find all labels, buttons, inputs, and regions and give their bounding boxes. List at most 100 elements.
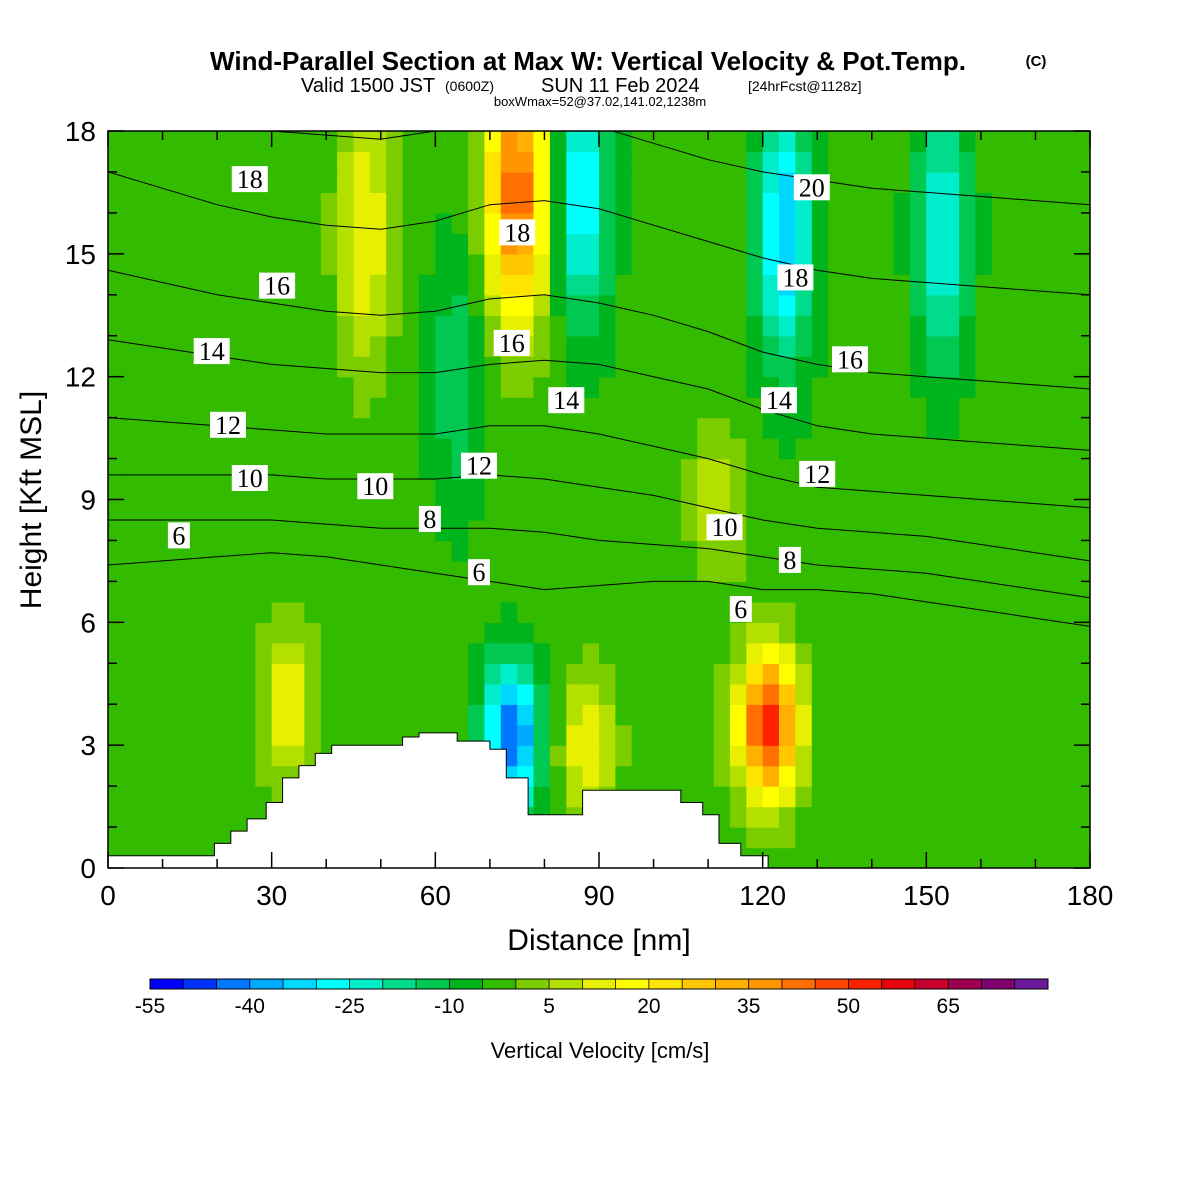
velocity-cell — [893, 520, 911, 542]
velocity-cell — [435, 479, 453, 501]
velocity-cell — [664, 274, 682, 296]
velocity-cell — [860, 253, 878, 275]
velocity-cell — [942, 704, 960, 726]
velocity-cell — [1008, 642, 1026, 664]
velocity-cell — [1073, 151, 1090, 173]
velocity-cell — [1057, 581, 1075, 603]
velocity-cell — [959, 315, 977, 337]
velocity-cell — [697, 663, 715, 685]
velocity-cell — [893, 540, 911, 562]
velocity-cell — [271, 397, 289, 419]
velocity-cell — [615, 335, 633, 357]
velocity-cell — [549, 294, 567, 316]
velocity-cell — [991, 847, 1009, 868]
velocity-cell — [762, 724, 780, 746]
velocity-cell — [157, 376, 175, 398]
velocity-cell — [664, 438, 682, 460]
velocity-cell — [599, 622, 616, 644]
velocity-cell — [435, 458, 453, 480]
velocity-cell — [369, 376, 387, 398]
velocity-cell — [779, 151, 796, 173]
velocity-cell — [959, 540, 977, 562]
velocity-cell — [975, 192, 993, 214]
velocity-cell — [959, 212, 977, 234]
velocity-cell — [255, 581, 273, 603]
velocity-cell — [157, 622, 175, 644]
velocity-cell — [975, 704, 993, 726]
velocity-cell — [729, 642, 747, 664]
velocity-cell — [828, 642, 846, 664]
velocity-cell — [222, 131, 240, 153]
velocity-cell — [500, 622, 518, 644]
velocity-cell — [369, 212, 387, 234]
velocity-cell — [910, 233, 927, 255]
velocity-cell — [779, 192, 796, 214]
velocity-cell — [157, 253, 175, 275]
velocity-cell — [157, 642, 175, 664]
velocity-cell — [337, 356, 355, 378]
velocity-cell — [959, 376, 977, 398]
velocity-cell — [1040, 417, 1058, 439]
velocity-cell — [500, 704, 518, 726]
velocity-cell — [337, 315, 355, 337]
velocity-cell — [697, 786, 715, 808]
velocity-cell — [779, 458, 796, 480]
colorbar-swatch — [1014, 979, 1049, 989]
theta-contour-16 — [108, 269, 1090, 390]
velocity-cell — [369, 622, 387, 644]
velocity-cell — [795, 704, 813, 726]
velocity-cell — [304, 479, 322, 501]
velocity-cell — [599, 642, 616, 664]
velocity-cell — [615, 192, 633, 214]
velocity-cell — [517, 683, 535, 705]
velocity-cell — [566, 581, 584, 603]
velocity-cell — [795, 151, 813, 173]
velocity-cell — [615, 376, 633, 398]
velocity-cell — [157, 683, 175, 705]
velocity-cell — [959, 479, 977, 501]
velocity-cell — [517, 131, 535, 153]
velocity-cell — [255, 192, 273, 214]
velocity-cell — [353, 212, 371, 234]
velocity-cell — [402, 171, 420, 193]
velocity-cell — [926, 171, 944, 193]
velocity-cell — [680, 335, 698, 357]
velocity-cell — [517, 601, 535, 623]
velocity-cell — [206, 171, 224, 193]
theta-contour-12 — [108, 417, 1090, 509]
colorbar-swatch — [283, 979, 317, 989]
velocity-cell — [419, 315, 436, 337]
velocity-cell — [173, 724, 191, 746]
contour-label: 12 — [804, 460, 830, 489]
velocity-cell — [991, 581, 1009, 603]
velocity-cell — [288, 212, 305, 234]
velocity-cell — [1057, 335, 1075, 357]
velocity-cell — [353, 622, 371, 644]
velocity-cell — [975, 315, 993, 337]
velocity-cell — [1008, 356, 1026, 378]
velocity-cell — [910, 499, 927, 521]
velocity-cell — [828, 765, 846, 787]
velocity-cell — [304, 335, 322, 357]
velocity-cell — [1057, 765, 1075, 787]
velocity-cell — [991, 315, 1009, 337]
velocity-cell — [599, 171, 616, 193]
velocity-cell — [599, 253, 616, 275]
velocity-cell — [942, 847, 960, 868]
velocity-cell — [124, 745, 142, 767]
velocity-cell — [877, 520, 895, 542]
velocity-cell — [975, 335, 993, 357]
velocity-cell — [648, 622, 666, 644]
velocity-cell — [517, 499, 535, 521]
colorbar-swatch — [515, 979, 550, 989]
velocity-cell — [975, 745, 993, 767]
velocity-cell — [173, 233, 191, 255]
velocity-cell — [271, 356, 289, 378]
velocity-cell — [304, 356, 322, 378]
velocity-cell — [926, 683, 944, 705]
velocity-cell — [1057, 560, 1075, 582]
velocity-cell — [926, 151, 944, 173]
velocity-cell — [369, 663, 387, 685]
velocity-cell — [386, 601, 404, 623]
